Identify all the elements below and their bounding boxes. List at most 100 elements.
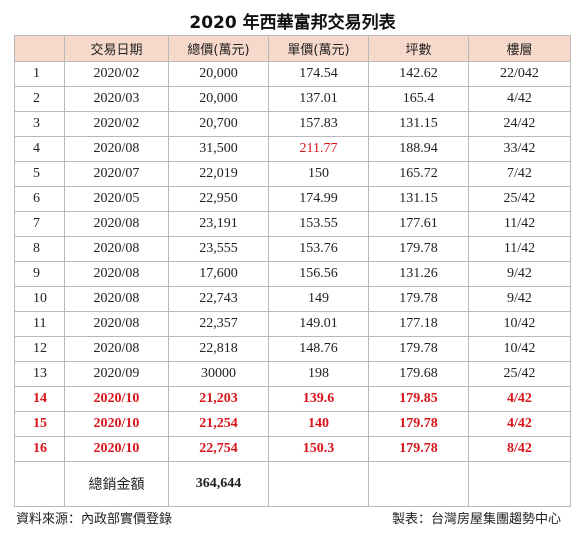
cell-total-price: 22,357 xyxy=(168,311,269,337)
cell-date: 2020/10 xyxy=(64,436,169,462)
table-row: 2 2020/03 20,000 137.01 165.4 4/42 xyxy=(14,86,571,112)
table-row: 16 2020/10 22,754 150.3 179.78 8/42 xyxy=(14,436,571,462)
cell-floor: 9/42 xyxy=(468,286,571,312)
cell-date: 2020/08 xyxy=(64,261,169,287)
cell-date: 2020/08 xyxy=(64,236,169,262)
cell-floor: 22/042 xyxy=(468,61,571,87)
cell-area: 179.78 xyxy=(368,236,469,262)
cell-unit-price: 149.01 xyxy=(268,311,369,337)
header-unit-price: 單價(萬元) xyxy=(268,35,369,62)
cell-unit-price: 140 xyxy=(268,411,369,437)
total-blank-cell xyxy=(468,461,571,507)
cell-date: 2020/08 xyxy=(64,286,169,312)
table-row: 13 2020/09 30000 198 179.68 25/42 xyxy=(14,361,571,387)
table-row: 6 2020/05 22,950 174.99 131.15 25/42 xyxy=(14,186,571,212)
table-row: 5 2020/07 22,019 150 165.72 7/42 xyxy=(14,161,571,187)
cell-area: 177.61 xyxy=(368,211,469,237)
cell-area: 142.62 xyxy=(368,61,469,87)
cell-total-price: 21,254 xyxy=(168,411,269,437)
cell-date: 2020/03 xyxy=(64,86,169,112)
header-index xyxy=(14,35,65,62)
cell-index: 16 xyxy=(14,436,65,462)
cell-index: 14 xyxy=(14,386,65,412)
cell-floor: 25/42 xyxy=(468,186,571,212)
table-row: 7 2020/08 23,191 153.55 177.61 11/42 xyxy=(14,211,571,237)
cell-area: 179.78 xyxy=(368,411,469,437)
cell-unit-price: 149 xyxy=(268,286,369,312)
header-area: 坪數 xyxy=(368,35,469,62)
page-title: 2020 年西華富邦交易列表 xyxy=(189,13,396,33)
cell-floor: 25/42 xyxy=(468,361,571,387)
table-row: 3 2020/02 20,700 157.83 131.15 24/42 xyxy=(14,111,571,137)
cell-total-price: 17,600 xyxy=(168,261,269,287)
table-row: 9 2020/08 17,600 156.56 131.26 9/42 xyxy=(14,261,571,287)
cell-area: 131.26 xyxy=(368,261,469,287)
cell-index: 6 xyxy=(14,186,65,212)
cell-date: 2020/08 xyxy=(64,136,169,162)
cell-unit-price: 211.77 xyxy=(268,136,369,162)
table-row: 8 2020/08 23,555 153.76 179.78 11/42 xyxy=(14,236,571,262)
cell-total-price: 22,019 xyxy=(168,161,269,187)
cell-index: 4 xyxy=(14,136,65,162)
cell-floor: 4/42 xyxy=(468,411,571,437)
source-note: 資料來源：內政部實價登錄 xyxy=(16,512,173,527)
table-header-row: 交易日期 總價(萬元) 單價(萬元) 坪數 樓層 xyxy=(14,35,571,62)
cell-index: 3 xyxy=(14,111,65,137)
cell-index: 11 xyxy=(14,311,65,337)
cell-date: 2020/08 xyxy=(64,336,169,362)
cell-unit-price: 156.56 xyxy=(268,261,369,287)
cell-area: 131.15 xyxy=(368,186,469,212)
cell-floor: 11/42 xyxy=(468,211,571,237)
cell-unit-price: 150.3 xyxy=(268,436,369,462)
cell-total-price: 23,555 xyxy=(168,236,269,262)
table-row: 15 2020/10 21,254 140 179.78 4/42 xyxy=(14,411,571,437)
table-row: 4 2020/08 31,500 211.77 188.94 33/42 xyxy=(14,136,571,162)
cell-total-price: 22,818 xyxy=(168,336,269,362)
cell-date: 2020/10 xyxy=(64,386,169,412)
cell-unit-price: 148.76 xyxy=(268,336,369,362)
cell-index: 8 xyxy=(14,236,65,262)
cell-index: 9 xyxy=(14,261,65,287)
cell-date: 2020/05 xyxy=(64,186,169,212)
cell-area: 179.68 xyxy=(368,361,469,387)
cell-index: 12 xyxy=(14,336,65,362)
cell-unit-price: 137.01 xyxy=(268,86,369,112)
cell-unit-price: 150 xyxy=(268,161,369,187)
cell-floor: 8/42 xyxy=(468,436,571,462)
cell-area: 179.85 xyxy=(368,386,469,412)
cell-index: 15 xyxy=(14,411,65,437)
cell-area: 177.18 xyxy=(368,311,469,337)
cell-total-price: 30000 xyxy=(168,361,269,387)
cell-floor: 11/42 xyxy=(468,236,571,262)
total-blank-cell xyxy=(14,461,65,507)
cell-total-price: 20,700 xyxy=(168,111,269,137)
cell-floor: 33/42 xyxy=(468,136,571,162)
table-body: 1 2020/02 20,000 174.54 142.62 22/042 2 2020/03… xyxy=(14,61,571,462)
cell-area: 131.15 xyxy=(368,111,469,137)
cell-area: 179.78 xyxy=(368,336,469,362)
cell-unit-price: 157.83 xyxy=(268,111,369,137)
cell-total-price: 22,950 xyxy=(168,186,269,212)
table-row: 12 2020/08 22,818 148.76 179.78 10/42 xyxy=(14,336,571,362)
cell-index: 13 xyxy=(14,361,65,387)
cell-area: 179.78 xyxy=(368,286,469,312)
table-row: 1 2020/02 20,000 174.54 142.62 22/042 xyxy=(14,61,571,87)
cell-floor: 10/42 xyxy=(468,311,571,337)
cell-total-price: 22,743 xyxy=(168,286,269,312)
cell-area: 188.94 xyxy=(368,136,469,162)
cell-unit-price: 198 xyxy=(268,361,369,387)
cell-unit-price: 153.76 xyxy=(268,236,369,262)
cell-date: 2020/10 xyxy=(64,411,169,437)
total-label: 總銷金額 xyxy=(64,461,169,507)
header-total-price: 總價(萬元) xyxy=(168,35,269,62)
table-row: 11 2020/08 22,357 149.01 177.18 10/42 xyxy=(14,311,571,337)
cell-date: 2020/08 xyxy=(64,311,169,337)
cell-floor: 7/42 xyxy=(468,161,571,187)
cell-floor: 10/42 xyxy=(468,336,571,362)
cell-floor: 4/42 xyxy=(468,386,571,412)
header-date: 交易日期 xyxy=(64,35,169,62)
cell-date: 2020/02 xyxy=(64,61,169,87)
transaction-table: 交易日期 總價(萬元) 單價(萬元) 坪數 樓層 1 2020/02 20,000 1… xyxy=(14,35,571,507)
credit-note: 製表：台灣房屋集團趨勢中心 xyxy=(391,512,561,527)
cell-total-price: 22,754 xyxy=(168,436,269,462)
